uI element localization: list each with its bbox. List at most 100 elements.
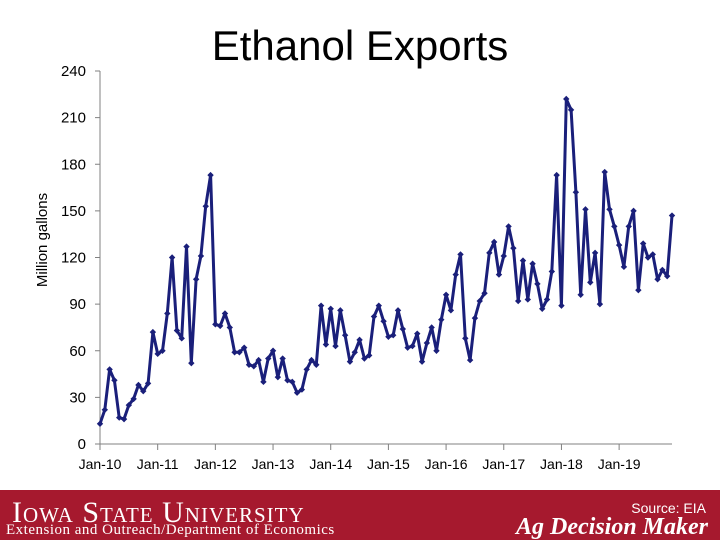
data-point	[630, 207, 637, 215]
data-point	[284, 377, 291, 384]
data-point	[192, 276, 200, 283]
data-point	[611, 223, 618, 230]
data-point	[606, 206, 613, 213]
data-point	[539, 305, 546, 312]
data-point	[380, 318, 387, 325]
data-point	[601, 168, 608, 176]
data-point	[615, 241, 623, 249]
data-point	[390, 332, 397, 339]
x-tick-label: Jan-17	[482, 456, 525, 472]
data-point	[125, 401, 133, 409]
data-point	[332, 342, 339, 350]
data-point	[289, 378, 296, 386]
y-tick-label: 30	[69, 389, 86, 406]
x-tick-label: Jan-14	[309, 456, 352, 472]
university-wordmark: Iowa State University	[12, 496, 305, 529]
data-point	[241, 344, 248, 351]
data-point	[106, 366, 113, 373]
footer-bar: Iowa State University Extension and Outr…	[0, 490, 720, 540]
data-point	[462, 335, 469, 342]
data-point	[375, 302, 382, 309]
data-point	[457, 251, 464, 258]
data-point	[274, 373, 282, 381]
data-point	[639, 240, 647, 247]
x-tick-label: Jan-12	[194, 456, 237, 472]
data-point	[481, 290, 488, 297]
data-point	[231, 349, 238, 356]
data-point	[365, 352, 373, 359]
data-point	[510, 244, 517, 252]
data-point	[226, 324, 233, 331]
data-point	[644, 254, 652, 261]
data-point	[433, 347, 440, 354]
data-point	[505, 223, 512, 230]
data-point	[337, 307, 344, 314]
data-point	[216, 322, 224, 330]
data-point	[236, 349, 243, 356]
data-point	[553, 171, 560, 179]
data-point	[188, 359, 195, 367]
data-point	[260, 378, 267, 386]
data-point	[567, 106, 575, 114]
data-point	[130, 395, 137, 403]
data-point	[577, 291, 584, 298]
data-point	[111, 377, 118, 384]
data-point	[548, 268, 556, 275]
x-tick-label: Jan-16	[425, 456, 468, 472]
data-point	[265, 355, 272, 362]
data-point	[317, 302, 325, 309]
data-point	[635, 286, 642, 294]
data-point	[591, 249, 599, 257]
data-point	[178, 335, 185, 342]
data-point	[649, 251, 656, 258]
data-point	[269, 347, 277, 354]
data-point	[202, 203, 209, 210]
data-point	[116, 414, 123, 421]
data-point	[414, 330, 421, 337]
data-point	[428, 324, 435, 331]
data-point	[370, 313, 378, 320]
data-point	[303, 366, 310, 373]
data-point	[313, 361, 320, 368]
data-point	[140, 387, 147, 395]
data-point	[663, 272, 671, 280]
data-point	[221, 310, 229, 317]
data-point	[529, 260, 536, 267]
data-point	[668, 212, 676, 219]
data-point	[308, 356, 315, 364]
data-point	[159, 347, 166, 354]
x-tick-label: Jan-15	[367, 456, 410, 472]
y-tick-label: 210	[61, 110, 86, 127]
data-point	[587, 279, 594, 286]
y-tick-label: 90	[69, 296, 86, 313]
brand-logo-text: Ag Decision Maker	[516, 514, 708, 540]
data-point	[471, 314, 479, 322]
data-point	[346, 358, 354, 365]
data-point	[351, 349, 358, 356]
data-point	[558, 302, 565, 309]
department-label: Extension and Outreach/Department of Eco…	[6, 522, 335, 538]
data-point	[135, 381, 142, 389]
data-point	[620, 263, 628, 271]
x-tick-label: Jan-18	[540, 456, 583, 472]
data-point	[322, 341, 330, 348]
data-point	[394, 307, 402, 314]
series-group	[96, 95, 676, 427]
data-point	[341, 332, 349, 339]
data-point	[197, 252, 205, 260]
data-point	[120, 415, 128, 423]
data-point	[212, 321, 219, 328]
y-tick-label: 60	[69, 343, 86, 360]
x-axis-ticks: Jan-10 Jan-11 Jan-12 Jan-13 Jan-14 Jan-15 Jan-…	[79, 444, 641, 472]
data-point	[582, 206, 589, 213]
data-point	[245, 361, 253, 368]
y-tick-label: 150	[61, 203, 86, 220]
y-tick-label: 120	[61, 250, 86, 267]
series-line	[98, 97, 674, 425]
x-tick-label: Jan-10	[79, 456, 122, 472]
data-point	[418, 358, 426, 365]
x-tick-label: Jan-19	[598, 456, 641, 472]
data-point	[442, 291, 450, 298]
data-point	[255, 356, 262, 364]
